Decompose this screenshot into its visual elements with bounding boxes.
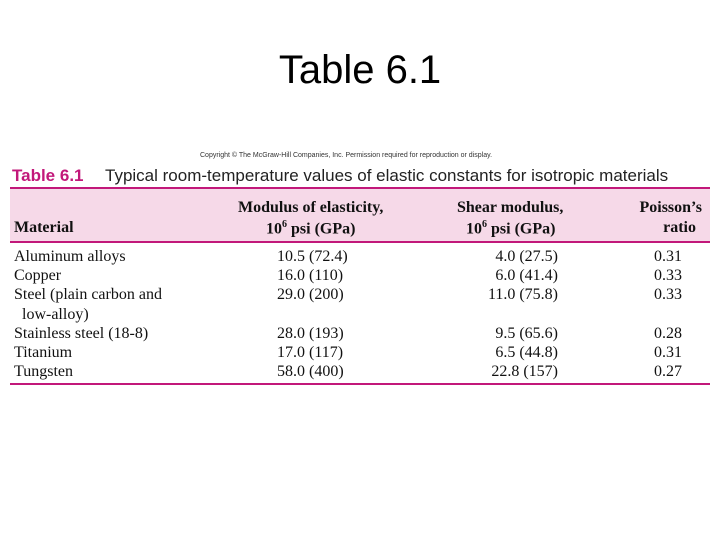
exp: 6 bbox=[482, 219, 487, 230]
cell-modulus: 17.0 (117) bbox=[277, 344, 344, 361]
unit: psi (GPa) bbox=[291, 220, 356, 238]
cell-material: Copper bbox=[14, 267, 62, 285]
header-bg bbox=[10, 189, 710, 241]
cell-material: Aluminum alloys bbox=[14, 248, 126, 265]
cell-material: Stainless steel (18-8) bbox=[14, 324, 149, 342]
header-shear-unit: 106 psi (GPa) bbox=[466, 220, 555, 237]
cell-material: low-alloy) bbox=[22, 305, 89, 323]
cell-material: Titanium bbox=[14, 344, 73, 361]
exp: 6 bbox=[282, 219, 287, 230]
table-caption: Typical room-temperature values of elast… bbox=[105, 166, 669, 185]
base: 10 bbox=[466, 220, 482, 238]
cell-poisson: 0.27 bbox=[654, 363, 682, 381]
cell-shear: 4.0 (27.5) bbox=[495, 248, 558, 265]
cell-modulus: 10.5 (72.4) bbox=[277, 248, 348, 265]
cell-shear: 11.0 (75.8) bbox=[487, 286, 558, 304]
cell-shear: 6.5 (44.8) bbox=[495, 344, 558, 361]
base: 10 bbox=[266, 220, 282, 238]
header-poisson: Poisson’s bbox=[639, 199, 702, 216]
header-shear: Shear modulus, bbox=[457, 199, 564, 216]
cell-modulus: 29.0 (200) bbox=[277, 286, 344, 304]
cell-poisson: 0.28 bbox=[654, 324, 682, 342]
rule bbox=[10, 187, 710, 189]
rule bbox=[10, 241, 710, 243]
header-material: Material bbox=[14, 219, 74, 236]
header-poisson: ratio bbox=[663, 219, 696, 236]
slide-title: Table 6.1 bbox=[278, 48, 442, 92]
rule bbox=[10, 383, 710, 385]
cell-poisson: 0.33 bbox=[654, 286, 682, 304]
cell-modulus: 28.0 (193) bbox=[277, 324, 344, 342]
cell-modulus: 58.0 (400) bbox=[277, 363, 344, 381]
header-modulus: Modulus of elasticity, bbox=[238, 199, 384, 216]
cell-poisson: 0.33 bbox=[654, 267, 682, 285]
cell-material: Steel (plain carbon and bbox=[14, 286, 162, 304]
cell-poisson: 0.31 bbox=[654, 248, 682, 265]
table-label: Table 6.1 bbox=[12, 166, 84, 185]
cell-poisson: 0.31 bbox=[654, 344, 682, 361]
header-modulus-unit: 106 psi (GPa) bbox=[266, 220, 355, 237]
copyright: Copyright © The McGraw-Hill Companies, I… bbox=[200, 152, 493, 159]
cell-material: Tungsten bbox=[14, 363, 73, 381]
cell-shear: 6.0 (41.4) bbox=[495, 267, 558, 285]
unit: psi (GPa) bbox=[491, 220, 556, 238]
cell-shear: 22.8 (157) bbox=[491, 363, 558, 381]
cell-modulus: 16.0 (110) bbox=[277, 267, 344, 285]
cell-shear: 9.5 (65.6) bbox=[495, 324, 558, 342]
